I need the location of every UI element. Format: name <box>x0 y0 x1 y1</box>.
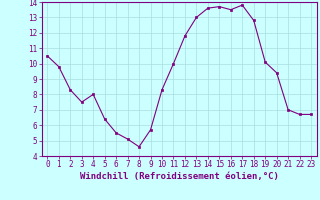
X-axis label: Windchill (Refroidissement éolien,°C): Windchill (Refroidissement éolien,°C) <box>80 172 279 181</box>
